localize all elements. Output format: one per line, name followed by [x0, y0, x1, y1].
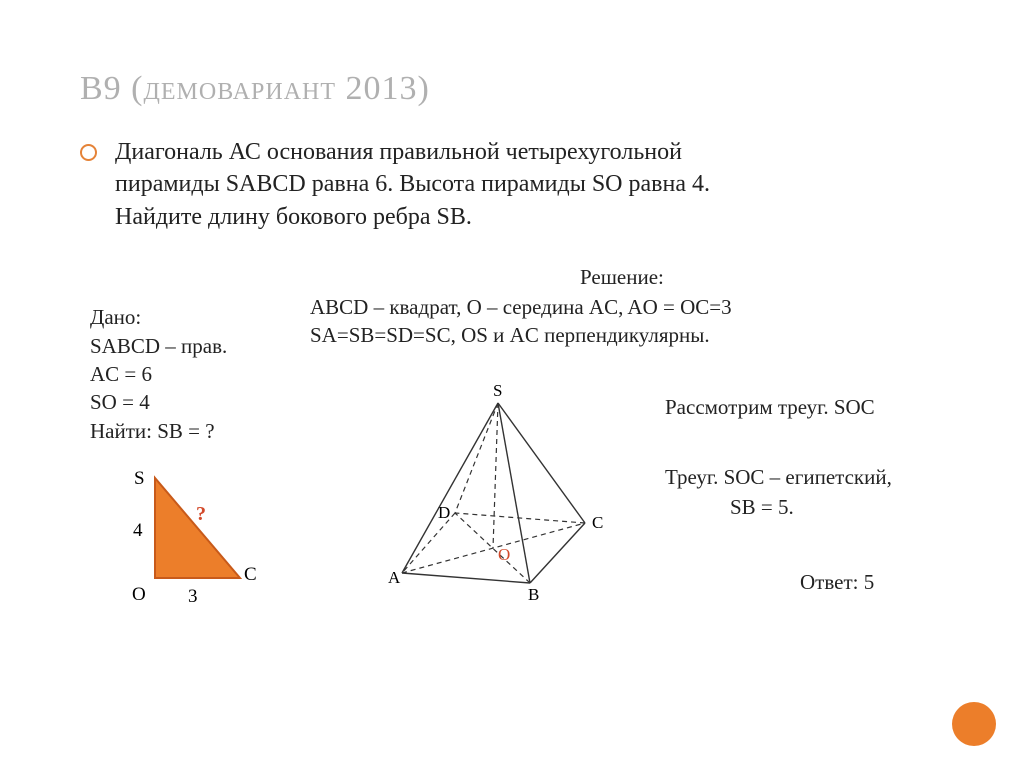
- triangle-svg-icon: S O C 4 3 ?: [110, 458, 280, 628]
- slide-title: В9 (демовариант 2013): [80, 70, 944, 108]
- tri-label-c: C: [244, 564, 257, 585]
- egyptian-line-2: SB = 5.: [730, 493, 794, 521]
- tri-leg-h: 3: [188, 586, 198, 607]
- pyramid-svg-icon: S A B C D O: [360, 378, 650, 608]
- answer-text: Ответ: 5: [800, 568, 874, 596]
- pyr-label-s: S: [493, 381, 502, 400]
- consider-text: Рассмотрим треуг. SOC: [665, 393, 875, 421]
- pyr-label-d: D: [438, 503, 450, 522]
- given-line-0: SABCD – прав.: [90, 332, 260, 360]
- given-block: Дано: SABCD – прав. AC = 6 SO = 4 Найти:…: [90, 303, 260, 445]
- solution-heading: Решение:: [580, 263, 664, 291]
- pyr-label-o: O: [498, 545, 510, 564]
- given-line-2: SO = 4: [90, 388, 260, 416]
- corner-circle-icon: [952, 702, 996, 746]
- problem-text: Диагональ АС основания правильной четыре…: [115, 136, 755, 233]
- tri-label-s: S: [134, 468, 145, 489]
- triangle-diagram: S O C 4 3 ?: [110, 458, 280, 635]
- given-line-3: Найти: SB = ?: [90, 417, 260, 445]
- problem-bullet: Диагональ АС основания правильной четыре…: [80, 136, 944, 233]
- egyptian-line-1: Треуг. SOC – египетский,: [665, 463, 892, 491]
- pyr-label-c: C: [592, 513, 603, 532]
- given-heading: Дано:: [90, 303, 260, 331]
- tri-hyp-q: ?: [196, 503, 206, 525]
- tri-leg-v: 4: [133, 520, 143, 541]
- tri-label-o: O: [132, 584, 146, 605]
- pyramid-diagram: S A B C D O: [360, 378, 650, 615]
- pyr-label-a: A: [388, 568, 401, 587]
- given-line-1: AC = 6: [90, 360, 260, 388]
- solution-line-1: ABCD – квадрат, O – середина AC, AO = OC…: [310, 293, 910, 321]
- bullet-marker-icon: [80, 144, 97, 161]
- pyr-label-b: B: [528, 585, 539, 604]
- solution-line-2: SA=SB=SD=SC, OS и AC перпендикулярны.: [310, 321, 910, 349]
